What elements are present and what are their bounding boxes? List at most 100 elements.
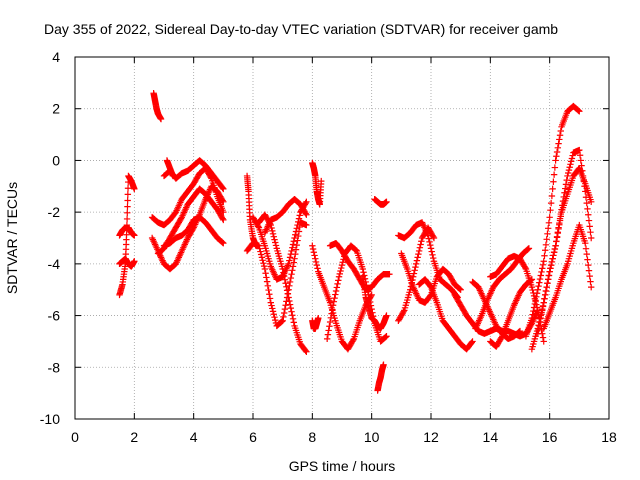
data-point [326,323,333,330]
data-point [286,301,294,308]
data-point [332,287,340,295]
data-point [314,265,321,272]
data-point [588,198,595,205]
data-point [263,278,271,285]
data-point [268,302,275,309]
data-point [498,334,505,341]
data-point [286,254,294,261]
data-point [556,136,563,143]
data-point [280,313,287,321]
y-axis-label: SDTVAR / TECUs [4,182,20,294]
data-point [324,331,332,338]
data-point [553,148,561,156]
data-point [415,250,422,258]
data-point [455,285,463,292]
data-point [266,291,273,298]
series-sat-aa [415,276,476,353]
data-point [361,272,368,279]
data-point [325,327,332,334]
data-point [400,308,407,315]
data-point [337,267,344,275]
data-point [576,146,583,154]
data-point [548,192,556,200]
data-point [295,215,303,222]
data-point [582,188,589,195]
series-sat-z [398,250,464,306]
data-point [383,312,390,319]
data-point [313,261,320,269]
data-point [565,169,572,177]
data-point [540,299,547,306]
data-point [546,214,553,221]
data-point [582,194,590,201]
data-point [547,261,555,269]
data-point [286,282,293,290]
data-point [333,284,341,291]
data-point [169,172,177,180]
data-point [289,267,296,274]
data-point [278,318,286,325]
plot-frame [74,56,610,420]
data-point [360,269,367,276]
data-point [272,316,279,324]
data-point [349,336,357,344]
data-point [551,245,559,253]
data-point [456,285,464,293]
data-point [543,283,550,291]
data-point [289,241,297,248]
series-sat-p [309,314,322,332]
series-sat-v [371,196,390,208]
data-point [530,304,538,311]
data-point [312,255,319,262]
data-point [557,127,564,135]
data-point [567,161,574,168]
data-point [427,245,435,252]
data-point [302,210,309,217]
data-point [546,268,553,275]
data-point [288,247,295,255]
data-point [585,211,592,218]
data-point [583,199,590,207]
data-point [418,238,425,245]
data-point [575,107,582,114]
data-point [543,236,550,243]
data-point [550,178,557,185]
data-point [264,282,272,290]
data-point [287,304,295,312]
data-point [266,295,274,302]
data-point [282,302,289,309]
series-sat-n [255,211,310,355]
data-point [587,228,594,236]
data-point [311,252,318,259]
y-tick-label: -8 [48,359,61,375]
data-point [430,234,438,242]
data-point [281,276,289,283]
data-point [533,293,540,301]
data-point [293,241,300,249]
data-point [257,248,264,255]
data-point [556,219,563,227]
x-tick-label: 4 [190,429,198,445]
data-point [427,292,434,300]
data-point [539,334,547,341]
data-point [291,234,298,242]
data-point [289,315,297,323]
data-point [556,215,564,222]
data-point [565,166,573,174]
data-point [282,280,289,287]
data-point [561,189,568,196]
data-point [338,264,345,272]
x-axis-label: GPS time / hours [289,458,396,474]
data-point [585,261,592,269]
data-point [286,278,294,286]
data-point [277,318,285,326]
data-point [279,317,286,324]
data-point [280,269,287,276]
data-point [359,265,366,273]
axis-ticks [74,56,610,420]
data-point [550,252,557,259]
data-point [552,157,559,164]
data-point [524,246,531,253]
data-point [293,225,300,232]
